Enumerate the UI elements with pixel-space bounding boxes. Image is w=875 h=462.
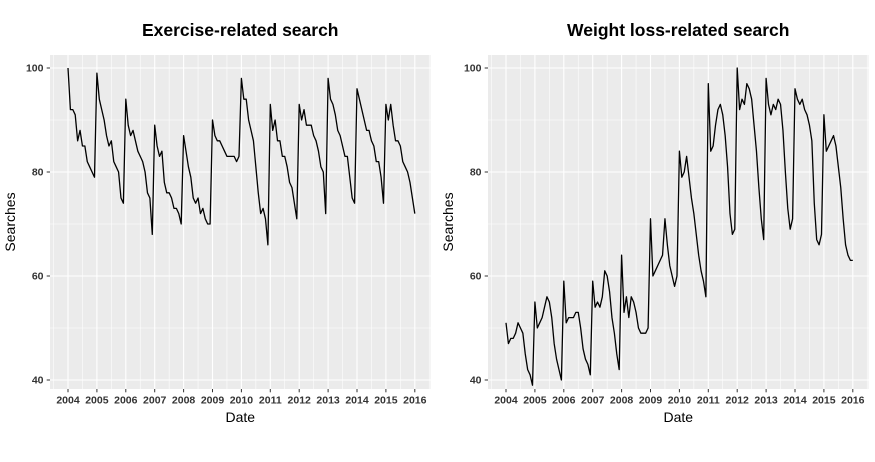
x-tick-label: 2016 xyxy=(403,395,427,407)
x-tick-label: 2013 xyxy=(754,395,778,407)
x-tick-label: 2007 xyxy=(581,395,605,407)
x-axis-tick-labels: 2004 2005 2006 2007 2008 2009 2010 2011 2012 2013… xyxy=(494,395,864,407)
y-axis-title: Searches xyxy=(2,192,18,251)
x-axis-title: Date xyxy=(663,409,693,425)
weight-loss-series-line xyxy=(504,67,853,386)
x-tick-label: 2013 xyxy=(316,395,340,407)
x-tick-label: 2014 xyxy=(345,395,369,407)
axis-tick-marks xyxy=(46,67,416,393)
x-tick-label: 2008 xyxy=(609,395,633,407)
x-axis-tick-labels: 2004 2005 2006 2007 2008 2009 2010 2011 2012 2013… xyxy=(56,395,426,407)
y-axis-title: Searches xyxy=(440,192,456,251)
grid-minor-lines xyxy=(50,55,431,389)
x-tick-label: 2016 xyxy=(841,395,865,407)
y-tick-label: 60 xyxy=(32,271,44,283)
x-tick-label: 2006 xyxy=(114,395,138,407)
x-tick-label: 2010 xyxy=(667,395,691,407)
x-tick-label: 2004 xyxy=(56,395,80,407)
y-tick-label: 100 xyxy=(463,63,481,75)
x-tick-label: 2010 xyxy=(230,395,254,407)
y-tick-label: 40 xyxy=(32,375,44,387)
x-tick-label: 2011 xyxy=(259,395,282,407)
x-tick-label: 2009 xyxy=(638,395,662,407)
y-axis-tick-labels: 40 60 80 100 xyxy=(26,63,44,387)
x-tick-label: 2007 xyxy=(143,395,167,407)
exercise-search-chart: 2004 2005 2006 2007 2008 2009 2010 2011 2012 2013… xyxy=(2,20,431,425)
x-axis-title: Date xyxy=(225,409,255,425)
x-tick-label: 2009 xyxy=(201,395,225,407)
y-tick-label: 100 xyxy=(26,63,44,75)
x-tick-label: 2005 xyxy=(523,395,547,407)
x-tick-label: 2011 xyxy=(696,395,719,407)
x-tick-label: 2005 xyxy=(85,395,109,407)
weight-loss-search-plot: 2004 2005 2006 2007 2008 2009 2010 2011 2012 2013… xyxy=(440,20,868,425)
weight-loss-search-chart: 2004 2005 2006 2007 2008 2009 2010 2011 2012 2013… xyxy=(438,0,875,462)
y-axis-tick-labels: 40 60 80 100 xyxy=(463,63,481,387)
y-tick-label: 60 xyxy=(469,271,481,283)
x-tick-label: 2012 xyxy=(288,395,312,407)
x-tick-label: 2015 xyxy=(374,395,398,407)
y-tick-label: 80 xyxy=(32,167,44,179)
exercise-search-plot: 2004 2005 2006 2007 2008 2009 2010 2011 2012 2013… xyxy=(2,20,431,425)
exercise-chart-title: Exercise-related search xyxy=(142,20,339,40)
x-tick-label: 2004 xyxy=(494,395,518,407)
x-tick-label: 2015 xyxy=(812,395,836,407)
x-tick-label: 2014 xyxy=(783,395,807,407)
axis-tick-marks xyxy=(484,67,853,393)
x-tick-label: 2006 xyxy=(552,395,576,407)
weight-loss-chart-title: Weight loss-related search xyxy=(567,20,789,40)
y-tick-label: 40 xyxy=(469,375,481,387)
x-tick-label: 2008 xyxy=(172,395,196,407)
x-tick-label: 2012 xyxy=(725,395,749,407)
exercise-series-line xyxy=(67,67,416,246)
y-tick-label: 80 xyxy=(469,167,481,179)
